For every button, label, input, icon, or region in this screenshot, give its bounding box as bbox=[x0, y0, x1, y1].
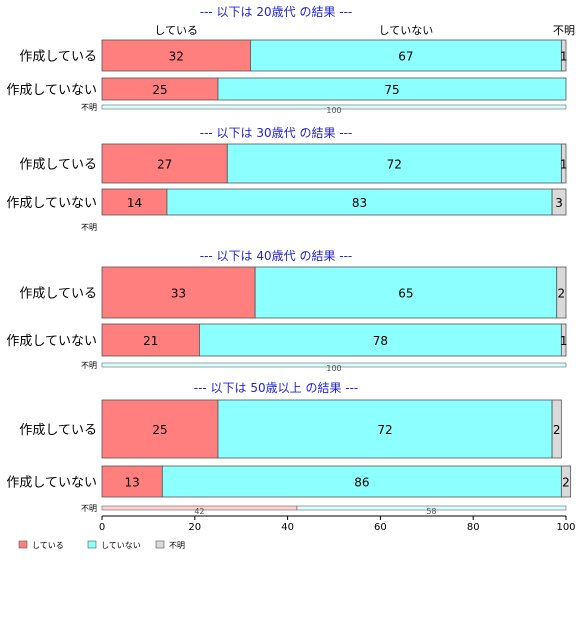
unknown-row-label: 不明 bbox=[81, 223, 97, 232]
bar-segment bbox=[254, 266, 558, 319]
bar-segment bbox=[166, 188, 553, 216]
legend-label: している bbox=[32, 541, 64, 550]
bar-value-label: 2 bbox=[558, 287, 566, 301]
bar-value-label: 2 bbox=[553, 423, 561, 437]
x-tick-label: 100 bbox=[556, 522, 575, 533]
bar-segment bbox=[250, 39, 562, 72]
legend-label: していない bbox=[101, 541, 141, 550]
bar-segment bbox=[101, 465, 163, 498]
row-label: 作成していない bbox=[6, 83, 97, 98]
bar-value-label: 78 bbox=[373, 334, 388, 348]
bar-segment bbox=[199, 323, 562, 357]
bar-segment bbox=[101, 143, 228, 184]
unknown-bar-value-label: 42 bbox=[194, 507, 204, 516]
unknown-bar-segment bbox=[101, 362, 567, 368]
bar-value-label: 86 bbox=[354, 476, 369, 490]
bar-value-label: 33 bbox=[171, 287, 186, 301]
bar-segment bbox=[560, 465, 572, 498]
unknown-bar-value-label: 100 bbox=[326, 106, 341, 115]
row-label: 作成していない bbox=[6, 196, 97, 211]
bar-value-label: 25 bbox=[152, 423, 167, 437]
bar-value-label: 25 bbox=[152, 83, 167, 97]
row-label: 作成している bbox=[19, 423, 97, 438]
row-label: 作成している bbox=[19, 50, 97, 65]
row-label: 作成していない bbox=[6, 334, 97, 349]
bar-segment bbox=[556, 266, 567, 319]
bar-segment bbox=[101, 399, 219, 459]
panel-heading: --- 以下は 20歳代 の結果 --- bbox=[200, 5, 353, 19]
bar-segment bbox=[101, 323, 200, 357]
bar-segment bbox=[161, 465, 562, 498]
bar-value-label: 2 bbox=[562, 476, 570, 490]
column-header: している bbox=[154, 24, 198, 37]
bar-segment bbox=[551, 188, 567, 216]
row-label: 作成している bbox=[19, 158, 97, 173]
unknown-row-label: 不明 bbox=[81, 504, 97, 513]
legend-label: 不明 bbox=[169, 541, 185, 550]
legend-swatch bbox=[155, 540, 165, 549]
panel-heading: --- 以下は 30歳代 の結果 --- bbox=[200, 126, 353, 140]
x-tick-label: 80 bbox=[467, 522, 480, 533]
unknown-bar-segment bbox=[101, 104, 567, 110]
x-tick-label: 0 bbox=[99, 522, 105, 533]
row-label: 作成している bbox=[19, 287, 97, 302]
bar-value-label: 65 bbox=[398, 287, 413, 301]
bar-value-label: 1 bbox=[560, 334, 568, 348]
bar-value-label: 14 bbox=[127, 196, 142, 210]
bar-segment bbox=[101, 188, 168, 216]
x-tick-label: 20 bbox=[188, 522, 201, 533]
bar-value-label: 3 bbox=[555, 196, 563, 210]
bar-value-label: 83 bbox=[352, 196, 367, 210]
legend-swatch bbox=[18, 540, 28, 549]
panel-heading: --- 以下は 50歳以上 の結果 --- bbox=[194, 381, 359, 395]
column-header: していない bbox=[379, 24, 434, 37]
legend-swatch bbox=[87, 540, 97, 549]
bar-value-label: 21 bbox=[143, 334, 158, 348]
bar-value-label: 72 bbox=[377, 423, 392, 437]
bar-value-label: 1 bbox=[560, 158, 568, 172]
bar-value-label: 67 bbox=[398, 50, 413, 64]
bar-segment bbox=[560, 323, 567, 357]
bar-value-label: 1 bbox=[560, 50, 568, 64]
panel-heading: --- 以下は 40歳代 の結果 --- bbox=[200, 249, 353, 263]
row-label: 作成していない bbox=[6, 476, 97, 491]
unknown-bar-value-label: 58 bbox=[426, 507, 436, 516]
bar-value-label: 32 bbox=[169, 50, 184, 64]
unknown-bar-segment bbox=[296, 505, 567, 511]
bar-value-label: 13 bbox=[125, 476, 140, 490]
unknown-row-label: 不明 bbox=[81, 361, 97, 370]
bar-segment bbox=[226, 143, 562, 184]
bar-segment bbox=[560, 39, 567, 72]
bar-segment bbox=[551, 399, 562, 459]
bar-segment bbox=[217, 77, 567, 101]
unknown-bar-value-label: 100 bbox=[326, 364, 341, 373]
unknown-row-label: 不明 bbox=[81, 103, 97, 112]
bar-value-label: 27 bbox=[157, 158, 172, 172]
column-header: 不明 bbox=[553, 24, 575, 37]
x-tick-label: 40 bbox=[281, 522, 294, 533]
bar-value-label: 72 bbox=[387, 158, 402, 172]
bar-segment bbox=[101, 39, 251, 72]
bar-value-label: 75 bbox=[384, 83, 399, 97]
bar-segment bbox=[560, 143, 567, 184]
x-tick-label: 60 bbox=[374, 522, 387, 533]
bar-segment bbox=[101, 266, 256, 319]
